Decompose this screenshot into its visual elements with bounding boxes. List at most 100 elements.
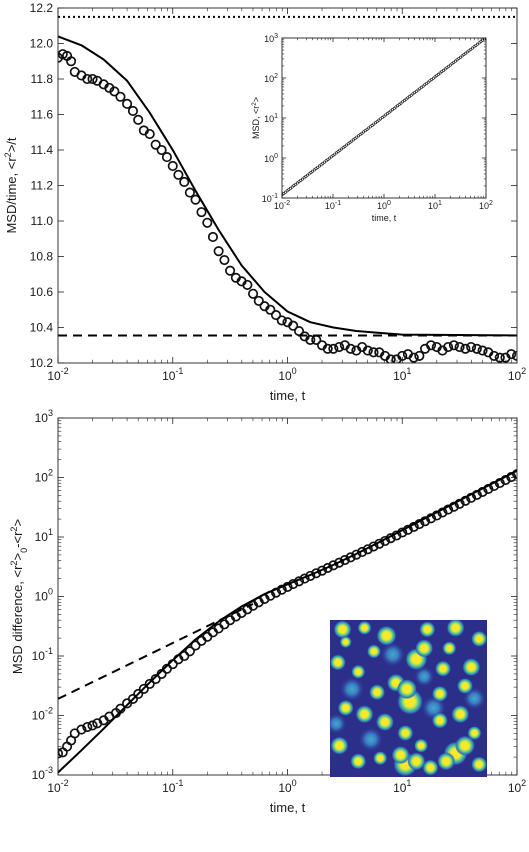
- data-point: [397, 350, 408, 361]
- x-tick-label: 10-2: [47, 366, 68, 383]
- data-point: [109, 86, 120, 97]
- faint-blob: [330, 713, 347, 734]
- data-point: [414, 350, 425, 361]
- bottom-chart: 10-2 10-1 100 101 10210-310-210-110010110210…: [9, 408, 526, 815]
- density-blob: [471, 756, 487, 773]
- data-point: [133, 114, 144, 125]
- data-point: [196, 207, 207, 218]
- data-point: [202, 217, 213, 228]
- data-point: [425, 340, 437, 351]
- density-blob: [355, 705, 374, 724]
- series-group: [282, 38, 486, 197]
- x-tick-label: 10-1: [162, 366, 183, 383]
- density-blob: [376, 625, 397, 646]
- density-blob: [396, 679, 417, 700]
- x-tick-label: 10-2: [274, 200, 290, 211]
- data-point: [253, 295, 264, 306]
- plot-frame: [57, 417, 518, 776]
- x-tick-label: 100: [278, 778, 296, 795]
- x-tick-label: 102: [508, 366, 526, 383]
- data-point: [489, 350, 500, 361]
- heatmap-inset: [330, 620, 487, 777]
- density-blob: [422, 759, 439, 776]
- density-blob: [397, 725, 414, 742]
- data-point: [408, 352, 419, 363]
- density-blob: [330, 654, 346, 671]
- density-blob: [357, 620, 372, 635]
- x-tick-label: 100: [377, 200, 391, 211]
- data-point: [288, 320, 299, 331]
- data-point: [265, 304, 276, 315]
- density-blob: [442, 641, 457, 656]
- data-point: [122, 98, 133, 109]
- density-blob: [467, 726, 482, 741]
- y-tick-label: 10-2: [32, 706, 53, 723]
- x-tick-label: 102: [508, 778, 526, 795]
- data-point: [328, 343, 339, 354]
- y-tick-label: 11.2: [31, 179, 54, 193]
- density-blob: [351, 664, 366, 679]
- x-tick-label: 10-1: [162, 778, 183, 795]
- data-point: [161, 152, 172, 163]
- y-tick-label: 10.8: [30, 250, 54, 264]
- y-tick-label: 103: [35, 408, 53, 425]
- data-point: [454, 341, 465, 353]
- y-tick-label: 100: [264, 153, 278, 164]
- density-blob: [431, 712, 448, 729]
- density-blob: [451, 705, 470, 724]
- data-point: [494, 352, 505, 363]
- data-point: [82, 73, 93, 85]
- data-point: [305, 334, 316, 345]
- data-point: [351, 549, 362, 560]
- data-point: [339, 554, 350, 566]
- data-point: [334, 341, 345, 353]
- y-tick-label: 10.2: [30, 356, 54, 370]
- y-tick-label: 11.4: [31, 143, 54, 157]
- data-point: [213, 246, 224, 257]
- y-tick-label: 11.8: [31, 72, 54, 86]
- y-tick-label: 102: [35, 468, 53, 485]
- data-point: [368, 347, 379, 358]
- density-blob: [373, 751, 388, 766]
- dashed-line: [58, 603, 254, 700]
- data-point: [115, 91, 126, 102]
- density-blob: [330, 736, 349, 755]
- density-blob: [455, 735, 476, 756]
- density-blob: [366, 644, 381, 659]
- data-point: [471, 343, 482, 354]
- heatmap-blobs: [330, 620, 487, 777]
- solid-line: [58, 469, 517, 774]
- density-blob: [369, 684, 386, 701]
- data-point: [328, 560, 339, 571]
- density-blob: [375, 713, 394, 732]
- y-tick-label: 100: [35, 587, 53, 604]
- x-tick-label: 102: [479, 200, 493, 211]
- data-point: [225, 265, 236, 276]
- data-point: [150, 139, 161, 150]
- data-point: [322, 562, 333, 573]
- faint-blob: [339, 677, 364, 702]
- faint-blob: [358, 727, 383, 752]
- data-point: [219, 254, 230, 266]
- density-blob: [333, 620, 352, 639]
- data-point: [144, 678, 155, 689]
- data-point: [82, 721, 93, 733]
- density-blob: [337, 699, 354, 716]
- x-tick-label: 101: [428, 200, 442, 211]
- data-point: [448, 340, 459, 351]
- x-tick-label: 10-1: [325, 200, 341, 211]
- data-point: [248, 288, 259, 299]
- data-point: [66, 56, 77, 67]
- data-point: [334, 557, 345, 568]
- y-tick-label: 10-3: [32, 765, 53, 782]
- data-point: [270, 310, 282, 321]
- y-tick-label: 101: [264, 113, 278, 124]
- data-point: [184, 187, 195, 198]
- faint-blob: [380, 642, 405, 667]
- data-point: [167, 160, 178, 172]
- data-point: [76, 724, 87, 735]
- y-tick-label: 12.2: [30, 1, 54, 15]
- y-tick-label: 102: [264, 73, 278, 84]
